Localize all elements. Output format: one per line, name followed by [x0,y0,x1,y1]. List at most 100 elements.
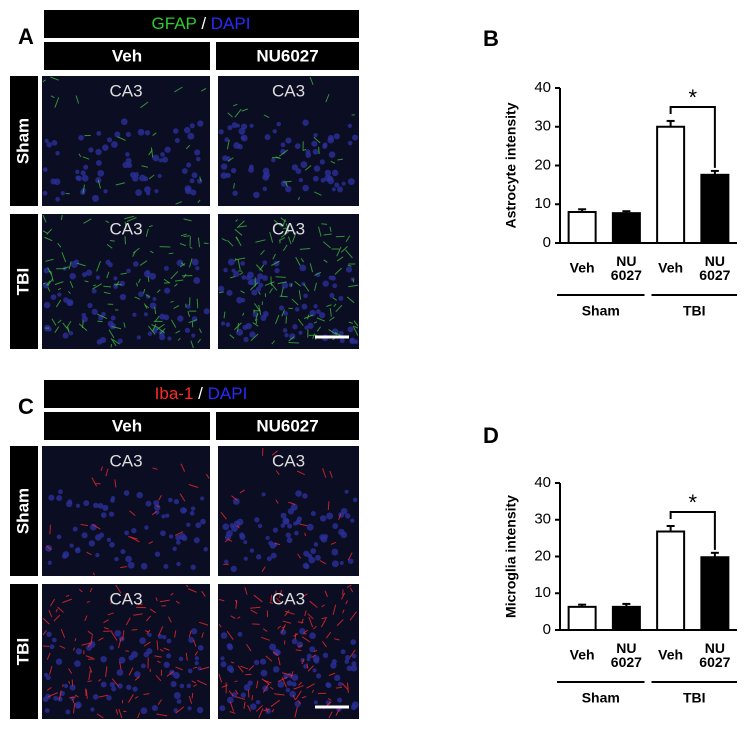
nucleus [114,557,118,561]
nucleus [136,492,142,498]
nucleus [51,294,57,300]
nucleus [331,275,336,280]
nucleus [144,312,148,316]
nucleus [108,262,113,267]
nucleus [337,697,342,702]
nucleus [45,708,50,713]
column-label: Veh [112,46,142,65]
nucleus [315,555,321,561]
nucleus [351,661,356,666]
nucleus [164,288,170,294]
nucleus [152,297,156,301]
nucleus [107,538,111,542]
nucleus [253,192,260,199]
nucleus [54,179,60,185]
nucleus [311,511,316,516]
nucleus [307,323,313,329]
nucleus [111,496,115,500]
nucleus [321,178,326,183]
nucleus [134,671,141,678]
region-label: CA3 [109,589,142,608]
nucleus [185,328,190,333]
nucleus [226,290,232,296]
nucleus [125,556,132,563]
y-axis-label: Microglia intensity [503,495,519,618]
nucleus [109,645,114,650]
nucleus [144,525,148,529]
nucleus [165,513,169,517]
nucleus [44,673,48,677]
nucleus [326,512,333,519]
nucleus [121,118,128,125]
nucleus [240,261,245,266]
nucleus [222,523,229,530]
nucleus [256,554,261,559]
nucleus [155,551,160,556]
nucleus [168,498,173,503]
nucleus [346,267,352,273]
nucleus [126,685,131,690]
nucleus [48,495,54,501]
nucleus [331,549,338,556]
nucleus [190,123,195,128]
nucleus [260,659,266,665]
process [103,286,110,287]
nucleus [283,328,287,332]
nucleus [341,532,348,539]
y-tick-label: 0 [543,621,551,638]
nucleus [131,651,138,658]
nucleus [141,563,148,570]
nucleus [220,656,224,660]
nucleus [313,133,317,137]
header-counterstain: DAPI [208,384,248,403]
nucleus [302,185,309,192]
nucleus [316,673,321,678]
nucleus [223,268,228,273]
nucleus [194,537,200,543]
nucleus [167,336,171,340]
panel-label: A [18,24,34,49]
nucleus [348,124,352,128]
nucleus [64,684,68,688]
nucleus [113,276,117,280]
nucleus [243,540,247,544]
nucleus [314,542,319,547]
y-axis-label: Astrocyte intensity [503,102,519,228]
nucleus [233,271,239,277]
nucleus [119,636,125,642]
nucleus [173,128,179,134]
nucleus [323,280,329,286]
x-tick-label: Veh [570,260,595,276]
nucleus [52,140,58,146]
nucleus [82,272,87,277]
nucleus [190,189,196,195]
nucleus [160,530,166,536]
nucleus [101,682,107,688]
nucleus [348,141,353,146]
nucleus [62,554,67,559]
nucleus [263,168,270,175]
column-label: NU6027 [256,416,318,435]
nucleus [320,515,326,521]
process [296,650,302,651]
nucleus [167,639,172,644]
nucleus [244,684,251,691]
nucleus [76,648,82,654]
header-counterstain: DAPI [211,14,251,33]
nucleus [236,124,240,128]
bar [613,607,640,630]
nucleus [139,175,146,182]
group-label: TBI [683,303,706,319]
nucleus [87,303,92,308]
nucleus [57,535,62,540]
nucleus [146,648,152,654]
nucleus [332,523,338,529]
nucleus [338,682,343,687]
nucleus [69,543,73,547]
nucleus [150,302,157,309]
header-stain: Iba-1 [155,384,194,403]
nucleus [352,654,356,658]
process [276,277,286,278]
nucleus [191,333,195,337]
